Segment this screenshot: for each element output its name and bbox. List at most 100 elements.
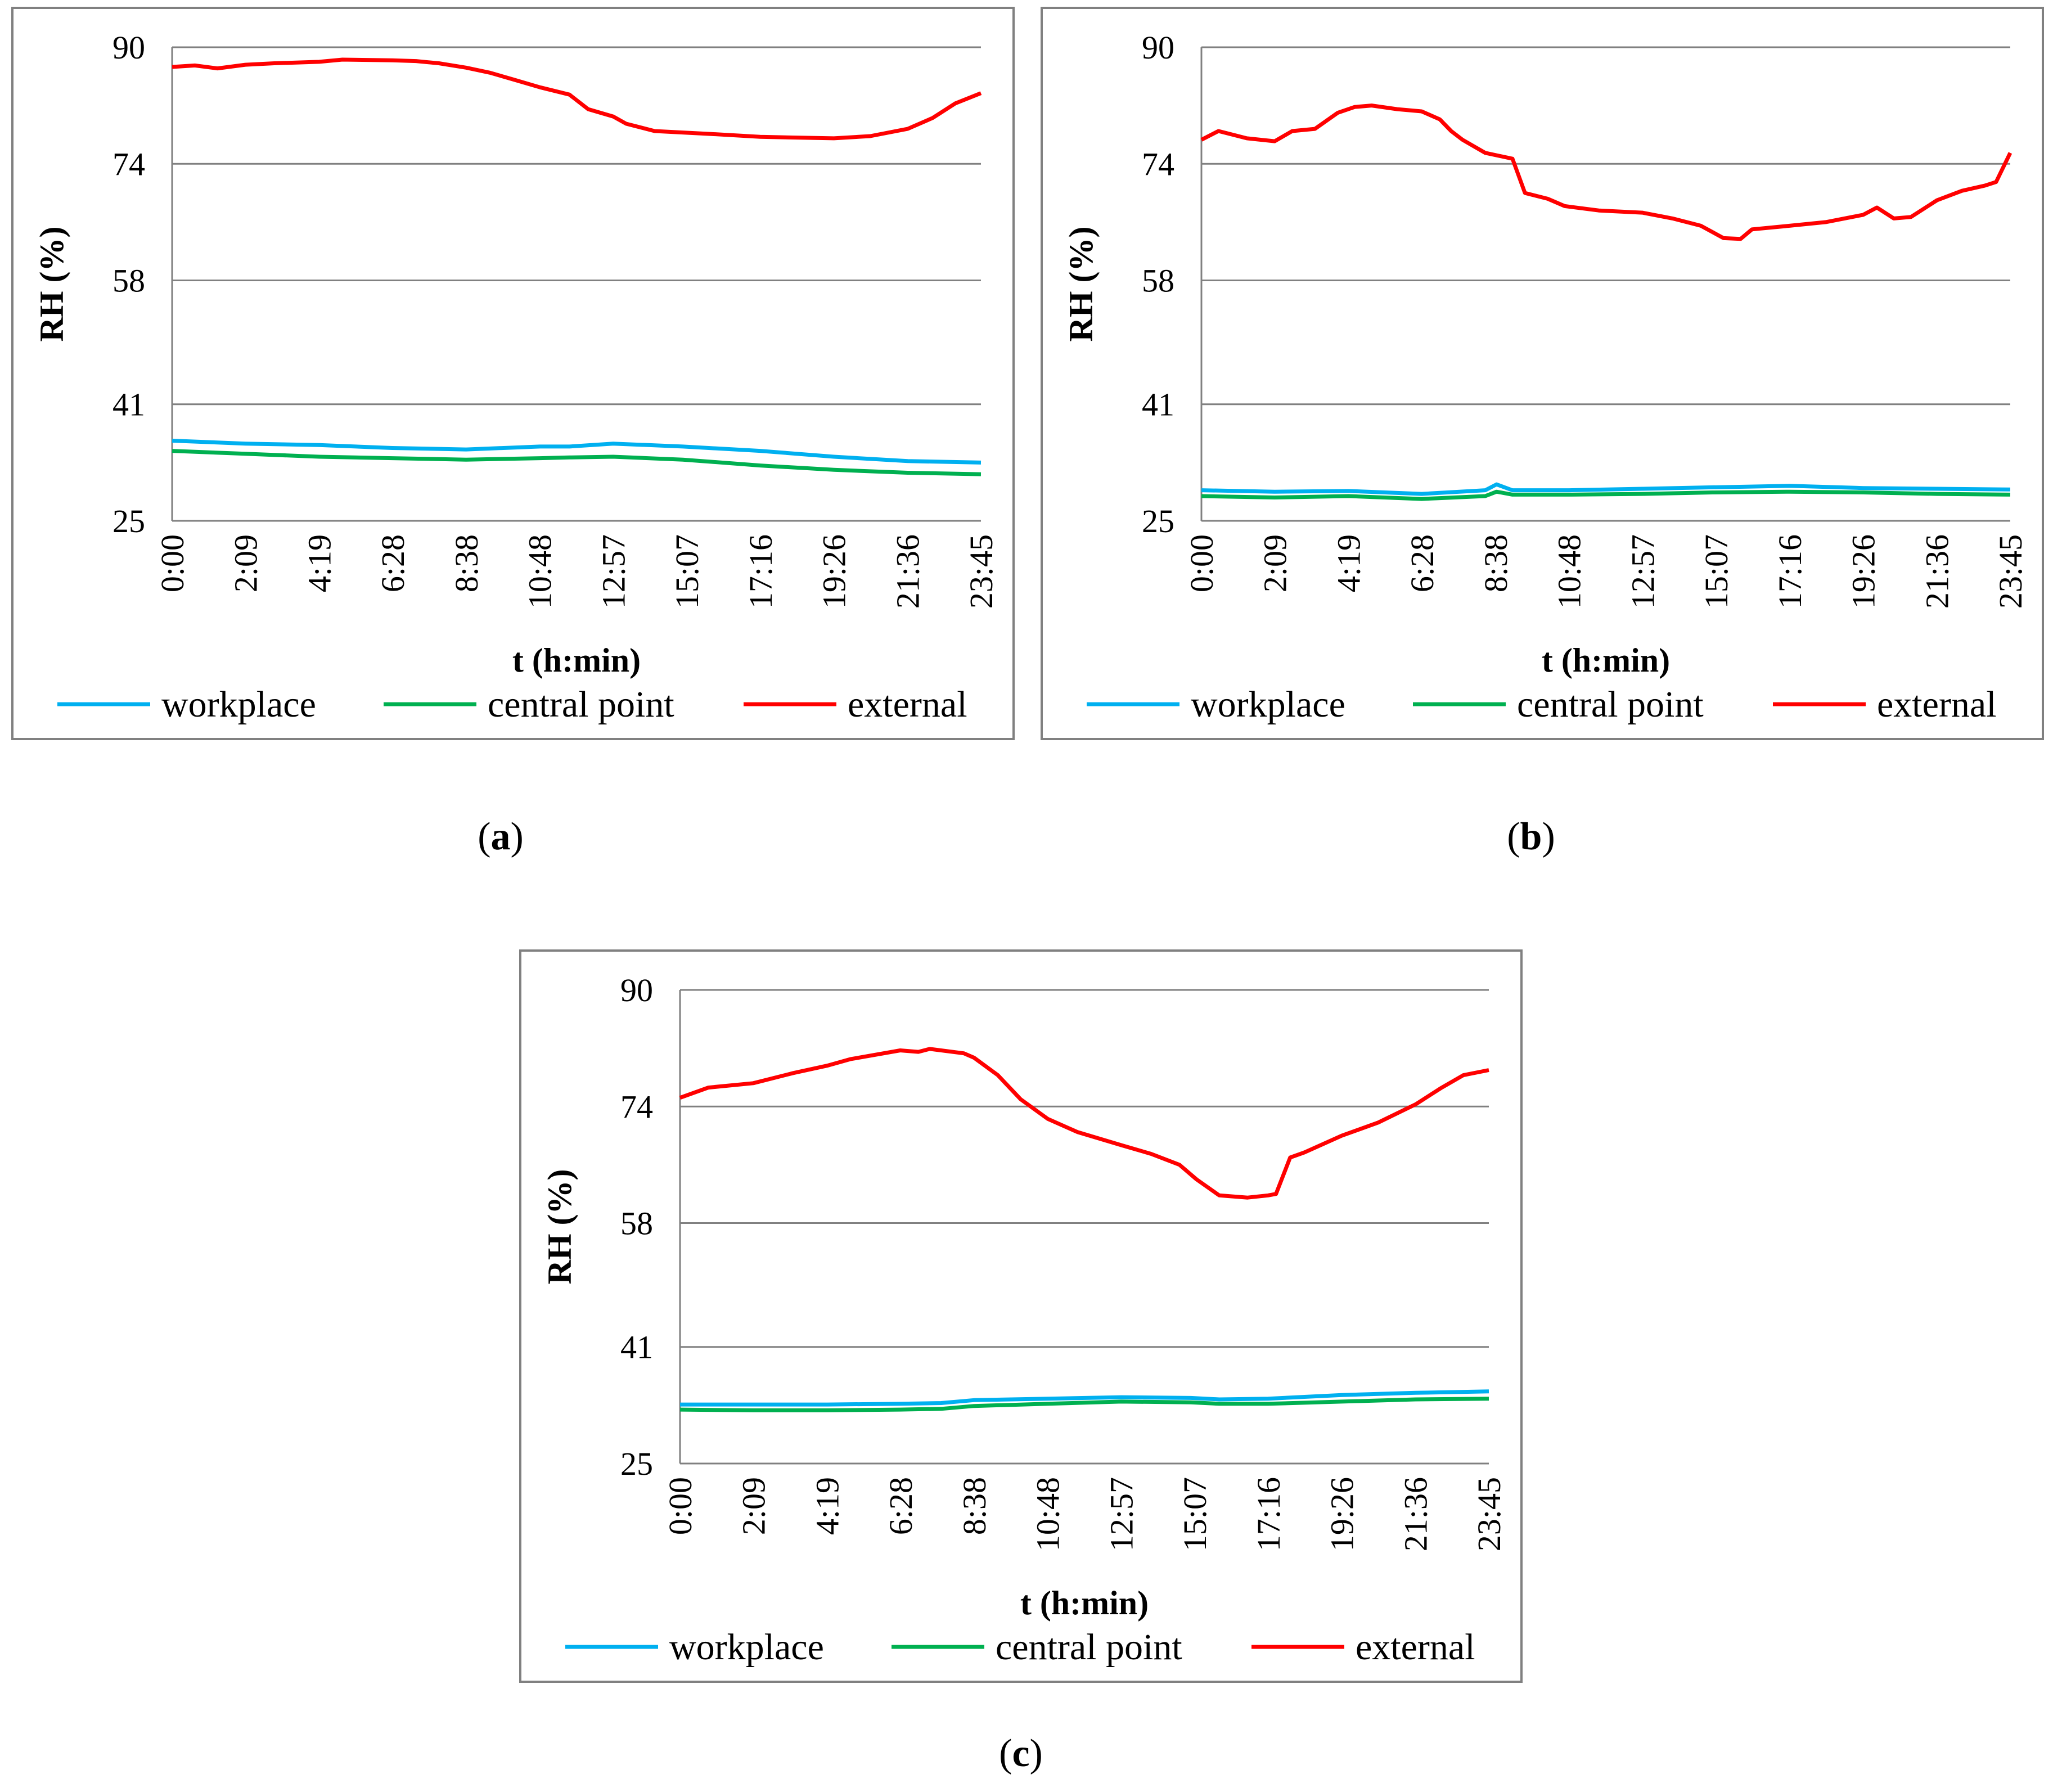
chart-frame [1041, 7, 2044, 740]
x-tick-label: 8:38 [1478, 534, 1514, 592]
x-tick-label: 6:28 [1404, 534, 1440, 592]
y-tick-label: 58 [112, 263, 145, 299]
caption-letter: a [491, 815, 511, 858]
x-tick-label: 2:09 [1257, 534, 1294, 592]
panel-a: 90 74 58 41 25 0:00 2:09 4:19 6:28 8:38 … [11, 7, 1015, 740]
x-tick-label: 6:28 [375, 534, 411, 592]
x-tick-label: 15:07 [669, 534, 705, 609]
x-tick-label: 23:45 [1992, 534, 2029, 609]
x-tick-label: 17:16 [1772, 534, 1808, 609]
caption-letter: b [1520, 815, 1542, 858]
caption-a: (a) [478, 815, 524, 858]
y-axis-title: RH (%) [541, 1169, 578, 1285]
caption-c: (c) [999, 1732, 1043, 1775]
x-axis-title: t (h:min) [1542, 642, 1670, 679]
y-axis-title: RH (%) [33, 227, 70, 342]
x-tick-label: 23:45 [1471, 1477, 1507, 1551]
x-tick-label: 15:07 [1177, 1477, 1213, 1551]
y-tick-labels: 90 74 58 41 25 [620, 972, 653, 1482]
legend-label-workplace: workplace [669, 1627, 824, 1668]
x-tick-label: 15:07 [1698, 534, 1735, 609]
y-tick-labels: 90 74 58 41 25 [112, 29, 145, 539]
y-tick-label: 90 [1142, 29, 1174, 66]
legend-label-workplace: workplace [1191, 684, 1345, 725]
y-tick-label: 58 [1142, 263, 1174, 299]
x-tick-label: 21:36 [889, 534, 926, 609]
chart-frame [11, 7, 1015, 740]
series-line-central-point [1201, 489, 2011, 501]
x-tick-label: 12:57 [1624, 534, 1661, 609]
series-line-workplace [680, 1389, 1489, 1407]
x-tick-label: 4:19 [809, 1477, 845, 1535]
x-tick-label: 12:57 [1103, 1477, 1140, 1551]
legend: workplace central point external [1087, 684, 1997, 725]
series-lines [1200, 103, 2013, 501]
y-tick-label: 90 [112, 29, 145, 66]
y-tick-label: 74 [1142, 146, 1174, 182]
y-tick-label: 41 [112, 386, 145, 423]
y-tick-label: 25 [620, 1446, 653, 1482]
x-tick-labels: 0:00 2:09 4:19 6:28 8:38 10:48 12:57 15:… [1183, 534, 2029, 609]
x-tick-label: 2:09 [736, 1477, 772, 1535]
x-tick-label: 19:26 [1324, 1477, 1361, 1551]
x-tick-label: 2:09 [228, 534, 264, 592]
panel-b: 90 74 58 41 25 0:00 2:09 4:19 6:28 8:38 … [1041, 7, 2044, 740]
y-tick-label: 41 [1142, 386, 1174, 423]
legend: workplace central point external [57, 684, 967, 725]
x-tick-labels: 0:00 2:09 4:19 6:28 8:38 10:48 12:57 15:… [662, 1477, 1507, 1551]
x-tick-label: 23:45 [963, 534, 1000, 609]
x-tick-label: 17:16 [742, 534, 779, 609]
x-tick-label: 8:38 [448, 534, 485, 592]
grid [1200, 46, 2010, 522]
x-tick-label: 6:28 [883, 1477, 919, 1535]
x-tick-label: 19:26 [816, 534, 853, 609]
y-tick-label: 25 [1142, 503, 1174, 539]
x-tick-label: 4:19 [301, 534, 337, 592]
series-line-workplace [172, 439, 982, 465]
series-line-workplace [1201, 482, 2011, 496]
series-line-external [679, 1047, 1489, 1200]
grid [171, 46, 981, 522]
x-tick-label: 0:00 [1183, 534, 1220, 592]
legend-label-central-point: central point [996, 1627, 1182, 1668]
x-tick-label: 8:38 [956, 1477, 993, 1535]
legend-label-central-point: central point [1517, 684, 1704, 725]
y-tick-label: 90 [620, 972, 653, 1008]
y-tick-label: 25 [112, 503, 145, 539]
series-line-central-point [172, 449, 982, 476]
y-tick-label: 74 [620, 1088, 653, 1125]
x-tick-label: 19:26 [1845, 534, 1882, 609]
x-tick-label: 10:48 [522, 534, 559, 609]
caption-letter: c [1012, 1732, 1029, 1775]
x-tick-label: 0:00 [154, 534, 191, 592]
chart-frame [519, 949, 1523, 1683]
y-tick-labels: 90 74 58 41 25 [1142, 29, 1174, 539]
caption-b: (b) [1507, 815, 1555, 858]
legend-label-external: external [1877, 684, 1997, 725]
legend-label-external: external [1356, 1627, 1475, 1668]
x-tick-label: 10:48 [1030, 1477, 1066, 1551]
series-line-external [1200, 103, 2013, 241]
x-tick-label: 10:48 [1551, 534, 1588, 609]
x-tick-label: 12:57 [595, 534, 632, 609]
panel-c: 90 74 58 41 25 0:00 2:09 4:19 6:28 8:38 … [519, 949, 1523, 1683]
x-tick-labels: 0:00 2:09 4:19 6:28 8:38 10:48 12:57 15:… [154, 534, 1000, 609]
x-tick-label: 21:36 [1397, 1477, 1434, 1551]
legend: workplace central point external [565, 1627, 1475, 1668]
y-axis-title: RH (%) [1062, 227, 1100, 342]
y-tick-label: 41 [620, 1329, 653, 1366]
x-axis-title: t (h:min) [512, 642, 641, 679]
y-tick-label: 58 [620, 1205, 653, 1242]
grid [679, 989, 1489, 1465]
series-lines [679, 1047, 1489, 1412]
x-tick-label: 21:36 [1919, 534, 1955, 609]
series-line-external [172, 57, 982, 141]
y-tick-label: 74 [112, 146, 145, 182]
x-tick-label: 17:16 [1250, 1477, 1287, 1551]
series-line-central-point [679, 1397, 1489, 1412]
series-lines [172, 57, 982, 476]
legend-label-external: external [848, 684, 967, 725]
x-tick-label: 0:00 [662, 1477, 699, 1535]
legend-label-central-point: central point [488, 684, 674, 725]
